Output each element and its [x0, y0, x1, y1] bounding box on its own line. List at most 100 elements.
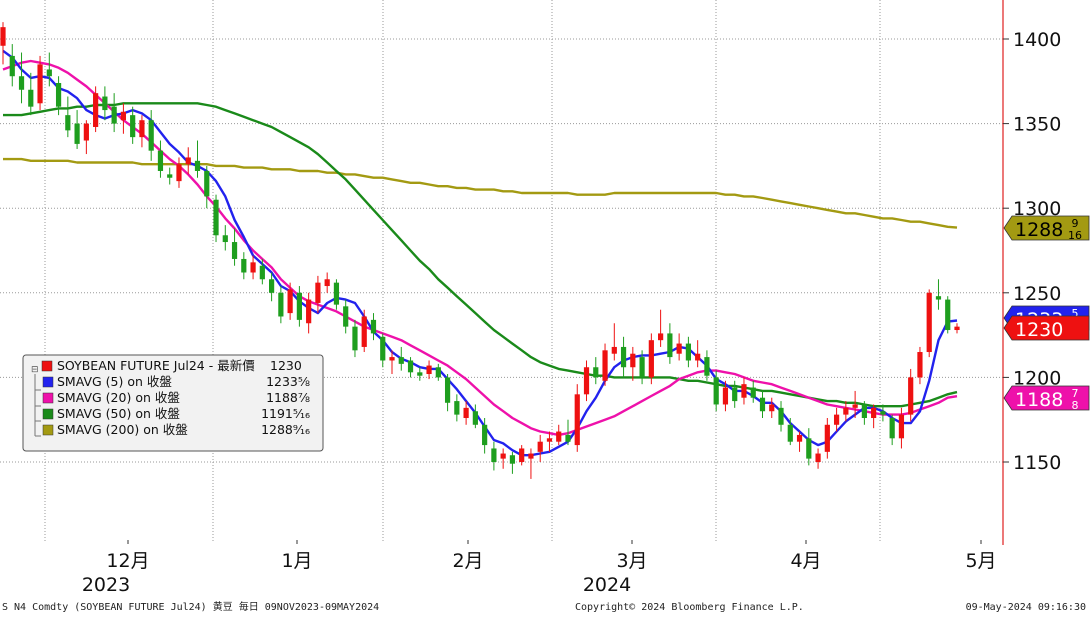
- candle-body: [352, 326, 358, 351]
- candle-body: [398, 357, 404, 364]
- x-month-label: 5月: [965, 550, 996, 572]
- candle-body: [741, 384, 747, 398]
- candle-body: [537, 441, 543, 452]
- price-tags: 12889161233581230118878: [1003, 215, 1090, 412]
- y-tick-label: 1350: [1013, 114, 1061, 136]
- x-axis: 12月 1月 2月 3月 4月 5月 2023 2024: [82, 540, 997, 596]
- candle-body: [639, 357, 645, 378]
- x-month-label: 3月: [616, 550, 647, 572]
- legend-value: 1288⁹⁄₁₆: [261, 422, 310, 437]
- legend-swatch: [42, 424, 54, 436]
- candle-body: [222, 235, 228, 243]
- candle-body: [908, 377, 914, 415]
- legend-swatch: [41, 360, 53, 372]
- candle-body: [806, 438, 812, 459]
- candle-body: [259, 265, 265, 280]
- candle-body: [704, 357, 710, 376]
- price-tag-value: 1230: [1015, 319, 1063, 341]
- candle-body: [370, 319, 377, 334]
- candle-body: [194, 160, 201, 171]
- candle-body: [269, 279, 275, 293]
- candle-body: [65, 115, 71, 131]
- candle-body: [324, 279, 330, 287]
- candle-body: [759, 397, 766, 412]
- candle-body: [852, 404, 858, 408]
- candle-body: [602, 350, 608, 381]
- candle-body: [546, 438, 553, 442]
- price-tag-frac-den: 16: [1068, 229, 1082, 242]
- candle-body: [750, 387, 756, 398]
- candle-body: [889, 418, 895, 439]
- candle-body: [945, 299, 951, 331]
- candle-body: [926, 292, 932, 353]
- candle-body: [315, 282, 321, 303]
- collapse-icon: ⊟: [31, 365, 39, 375]
- candle-body: [157, 150, 164, 171]
- candle-body: [583, 367, 590, 395]
- price-tag-frac-num: 9: [1072, 217, 1079, 230]
- candle-body: [167, 174, 173, 178]
- candle-body: [565, 434, 571, 442]
- candle-body: [176, 164, 182, 182]
- footer-left: S N4 Comdty (SOYBEAN FUTURE Jul24) 黄豆 毎日…: [2, 600, 379, 613]
- legend-swatch: [42, 392, 54, 404]
- legend-label: SMAVG (20) on 收盤: [57, 390, 180, 405]
- candle-body: [83, 123, 89, 141]
- legend-label: SOYBEAN FUTURE Jul24 - 最新價: [57, 358, 255, 373]
- candle-body: [917, 352, 923, 378]
- candle-body: [861, 404, 867, 419]
- candle-body: [833, 414, 840, 425]
- candle-body: [37, 64, 43, 104]
- candle-body: [278, 292, 284, 317]
- y-tick-label: 1200: [1013, 367, 1061, 389]
- legend-tree-lines: [34, 374, 41, 437]
- candle-body: [482, 424, 488, 446]
- candle-body: [28, 89, 34, 107]
- candle-body: [685, 343, 691, 361]
- candle-body: [417, 372, 423, 376]
- candle-body: [796, 434, 803, 442]
- legend-box: [22, 354, 324, 452]
- x-month-label: 1月: [281, 550, 312, 572]
- candle-body: [695, 353, 701, 361]
- candles: [0, 22, 960, 479]
- candle-body: [204, 170, 210, 197]
- candle-body: [491, 448, 497, 462]
- x-year-label: 2023: [82, 574, 130, 596]
- price-tag-frac-num: 7: [1072, 387, 1079, 400]
- y-tick-label: 1400: [1013, 29, 1061, 51]
- price-tag: 1230: [1003, 315, 1090, 341]
- x-month-label: 2月: [452, 550, 483, 572]
- candle-body: [954, 326, 960, 331]
- candle-body: [407, 360, 414, 373]
- candle-body: [574, 394, 580, 446]
- candle-body: [528, 453, 534, 459]
- candle-body: [435, 367, 441, 378]
- candle-body: [880, 411, 886, 415]
- candle-body: [306, 299, 312, 324]
- candle-body: [74, 123, 80, 144]
- candle-body: [287, 289, 293, 314]
- candle-body: [824, 424, 830, 452]
- candle-body: [213, 199, 219, 236]
- price-tag-box: [1003, 315, 1090, 341]
- candle-body: [713, 377, 719, 405]
- candle-body: [667, 333, 673, 358]
- candle-body: [769, 404, 775, 412]
- candle-body: [444, 377, 451, 403]
- legend-value: 1191⁵⁄₁₆: [261, 406, 310, 421]
- candle-body: [815, 453, 821, 462]
- price-tag-value: 1288: [1015, 219, 1063, 241]
- candle-body: [611, 346, 617, 354]
- candle-body: [148, 120, 154, 151]
- candle-body: [102, 96, 108, 111]
- price-tag-frac-num: 5: [1072, 307, 1079, 320]
- candle-body: [620, 346, 627, 368]
- candle-body: [787, 424, 793, 442]
- legend-value: 1188⅞: [266, 390, 310, 405]
- candle-body: [120, 111, 127, 121]
- candle-body: [343, 306, 349, 327]
- candle-body: [472, 411, 478, 425]
- candle-body: [778, 407, 784, 425]
- candle-body: [296, 292, 302, 320]
